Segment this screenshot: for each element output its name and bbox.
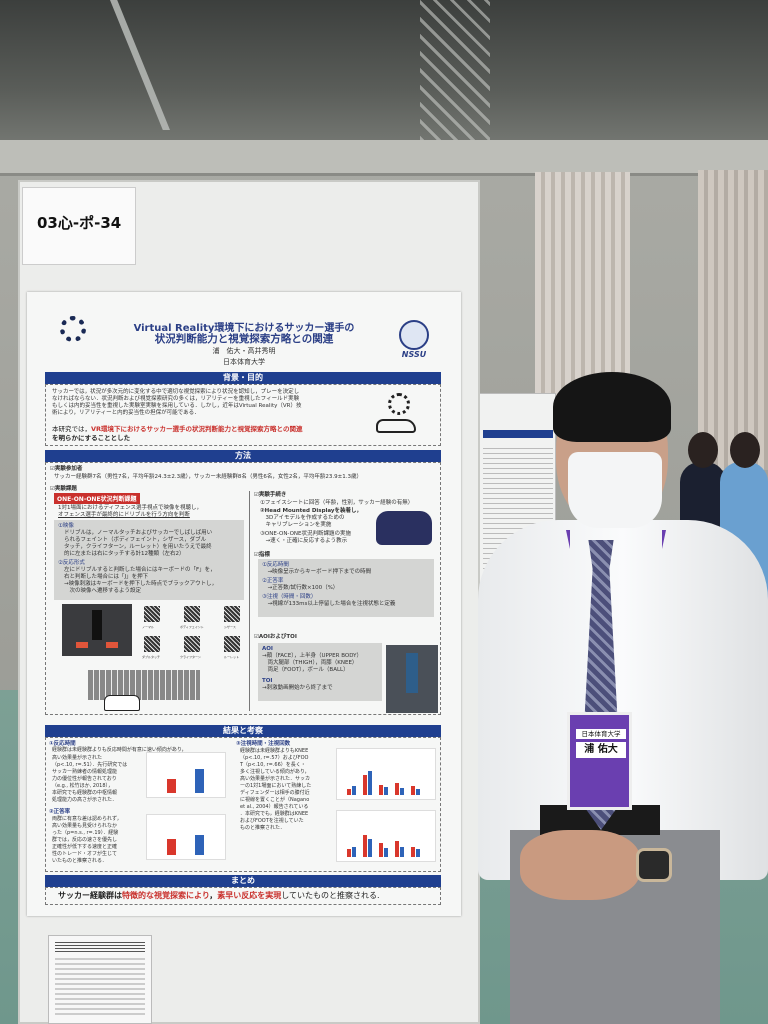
bar-experienced bbox=[167, 779, 176, 793]
research-poster: Virtual Reality環境下におけるサッカー選手の 状況判断能力と視覚探… bbox=[27, 292, 461, 916]
accuracy-chart bbox=[146, 814, 226, 860]
presenter-hands bbox=[520, 830, 640, 900]
section-heading-background: 背景・目的 bbox=[45, 372, 441, 384]
badge-affiliation: 日本体育大学 bbox=[576, 729, 626, 739]
soccer-ball-icon bbox=[388, 393, 410, 415]
qr-code[interactable] bbox=[224, 606, 240, 622]
section-heading-results: 結果と考察 bbox=[45, 725, 441, 737]
presenter-hair bbox=[553, 372, 671, 442]
background-box: サッカーでは，状況が多次元的に変化する中で適切な視覚探索により状況を認知し，プレ… bbox=[45, 384, 441, 446]
fixation-count-chart bbox=[336, 810, 436, 862]
qr-code[interactable] bbox=[184, 636, 200, 652]
face-mask bbox=[568, 452, 662, 528]
mini-poster-handout bbox=[48, 935, 152, 1024]
section-heading-summary: まとめ bbox=[45, 875, 441, 887]
name-badge: 日本体育大学 浦 佑大 bbox=[567, 712, 632, 810]
bar-experienced bbox=[167, 839, 176, 855]
results-box: ①反応時間 経験群は未経験群よりも反応時間が有意に速い傾向があり， 高い効果量が… bbox=[45, 737, 441, 872]
method-box: ☑実験参加者 サッカー経験群7名（男性7名，平均年齢24.3±2.3歳），サッカ… bbox=[45, 462, 441, 715]
bar-inexperienced bbox=[195, 835, 204, 855]
badge-name: 浦 佑大 bbox=[576, 742, 626, 758]
nssu-logo: NSSU bbox=[395, 320, 433, 368]
summary-box: サッカー経験群は特徴的な視覚探索により，素早い反応を実現していたものと推察される… bbox=[45, 887, 441, 905]
soccer-shoe-icon bbox=[376, 419, 416, 433]
smartwatch bbox=[636, 848, 672, 882]
qr-code[interactable] bbox=[144, 606, 160, 622]
poster-authors: 浦 佑大・高井秀明 bbox=[212, 347, 276, 355]
keyboard-icon bbox=[88, 670, 200, 700]
curtain bbox=[698, 170, 768, 470]
poster-title-line2: 状況判断能力と視覚探索方略との関連 bbox=[154, 333, 334, 345]
reaction-time-chart bbox=[146, 752, 226, 798]
poster-title-line1: Virtual Reality環境下におけるサッカー選手の bbox=[133, 323, 355, 334]
fixation-time-chart bbox=[336, 748, 436, 800]
qr-code[interactable] bbox=[224, 636, 240, 652]
wall-beam bbox=[0, 140, 768, 176]
ceiling-truss bbox=[420, 0, 490, 140]
hands-icon bbox=[104, 695, 140, 711]
defender-view-image bbox=[62, 604, 132, 656]
poster-affiliation: 日本体育大学 bbox=[223, 358, 265, 366]
gym-ceiling bbox=[0, 0, 768, 150]
aoi-player-image bbox=[386, 645, 438, 713]
qr-code[interactable] bbox=[184, 606, 200, 622]
society-logo bbox=[55, 316, 91, 354]
section-heading-method: 方法 bbox=[45, 450, 441, 462]
vr-headset-image bbox=[376, 511, 432, 545]
board-number-label: 03心-ポ-34 bbox=[22, 187, 136, 265]
bar-inexperienced bbox=[195, 769, 204, 793]
qr-code[interactable] bbox=[144, 636, 160, 652]
